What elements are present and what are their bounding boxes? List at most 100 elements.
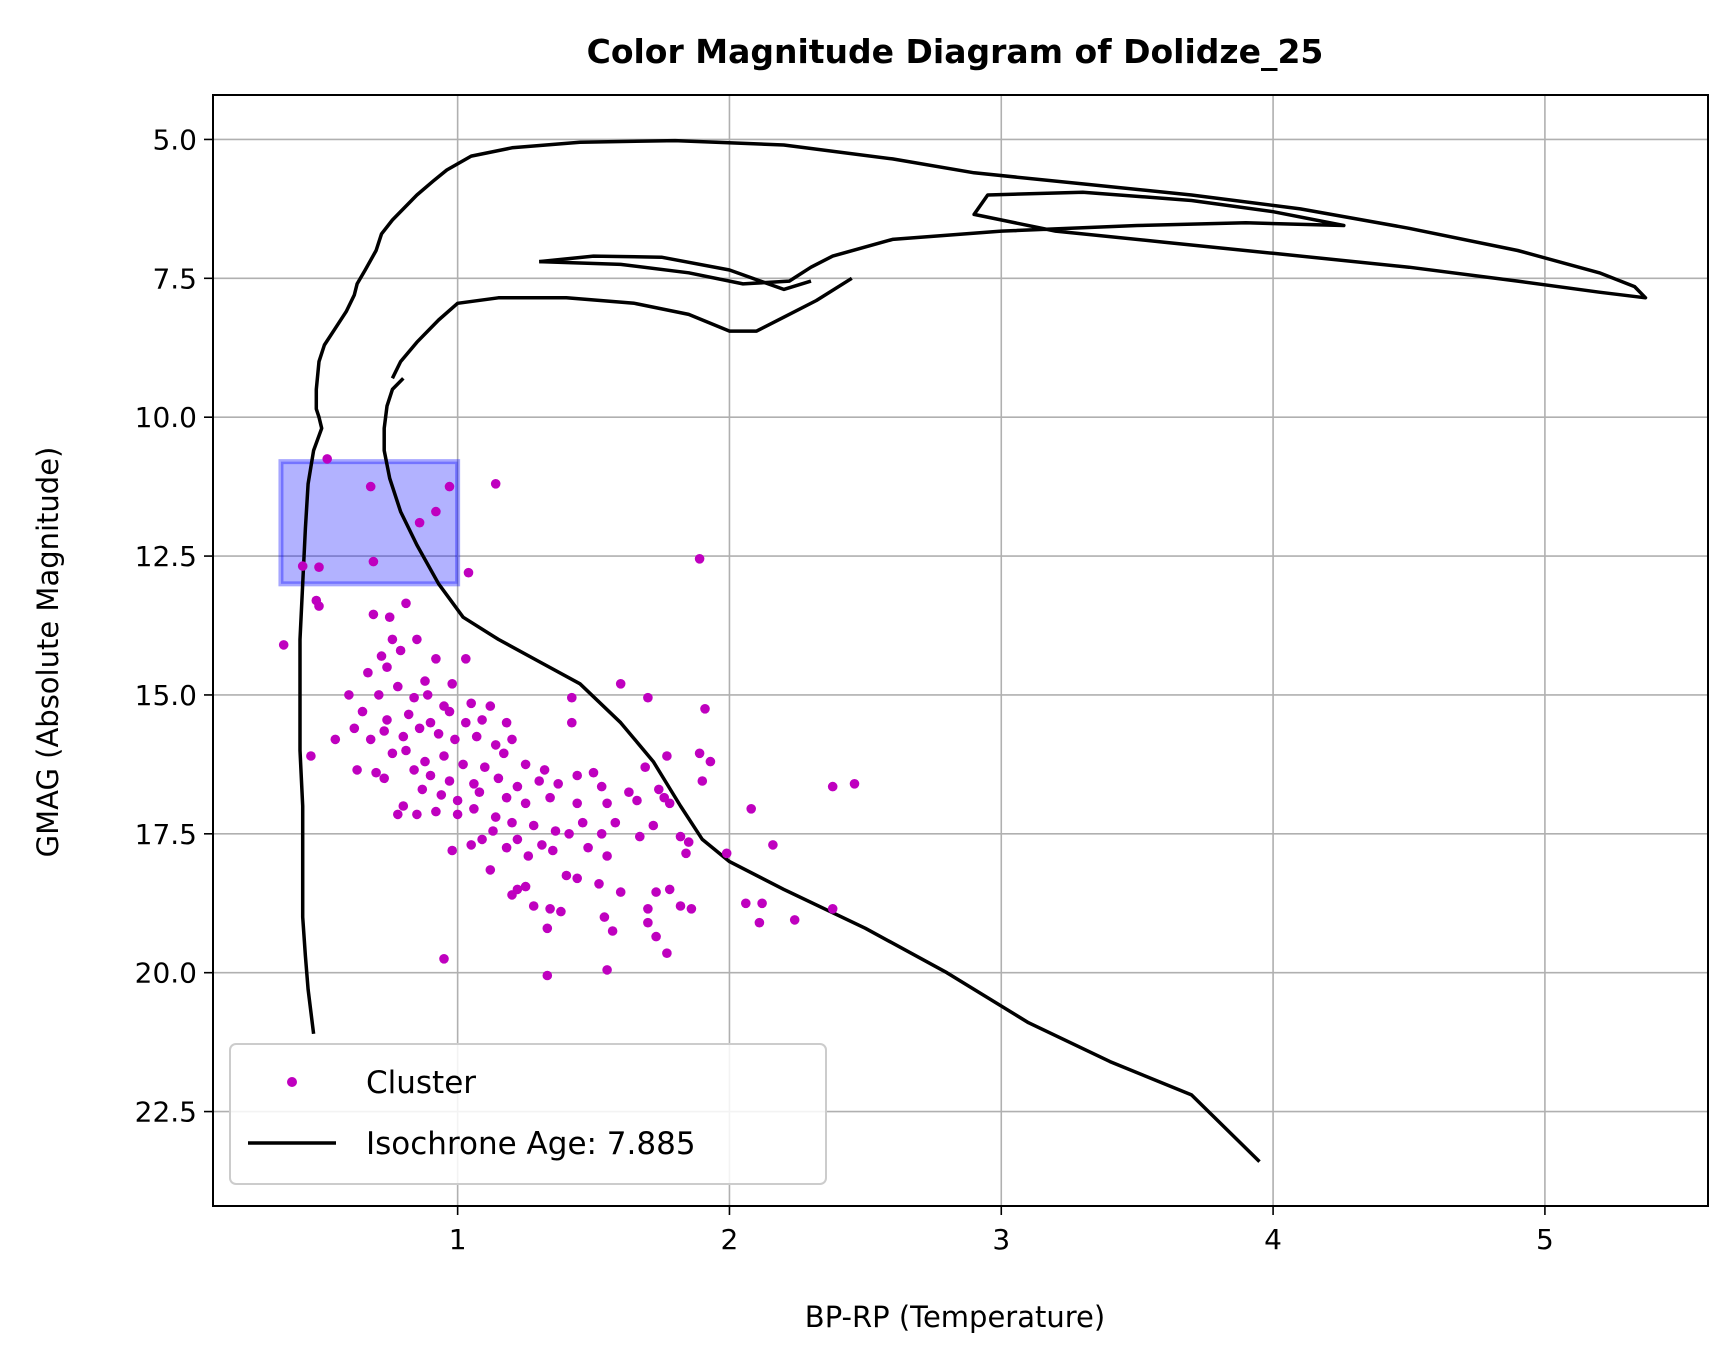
cluster-point [632, 795, 642, 806]
cluster-point [615, 679, 626, 689]
cluster-point [431, 506, 441, 517]
cluster-point [662, 751, 672, 761]
cluster-point [382, 662, 392, 672]
cluster-point [507, 890, 517, 900]
legend-box [229, 1043, 827, 1185]
cluster-point [501, 842, 512, 853]
cluster-point [596, 829, 607, 839]
cluster-point [520, 759, 531, 770]
cluster-point [757, 898, 767, 909]
cluster-point [398, 801, 409, 811]
cluster-point [512, 781, 523, 792]
cluster-point [447, 679, 458, 689]
cluster-point [705, 756, 716, 767]
cluster-point [469, 804, 479, 814]
cluster-point [534, 776, 544, 786]
y-tick-label: 5.0 [152, 123, 197, 156]
cluster-point [545, 904, 555, 914]
cluster-point [681, 848, 691, 859]
y-tick-label: 15.0 [135, 679, 197, 712]
cluster-point [349, 723, 360, 734]
cluster-point [664, 884, 675, 895]
cluster-point [654, 784, 664, 795]
cluster-point [768, 840, 778, 850]
cluster-point [444, 481, 455, 492]
cluster-point [401, 598, 411, 609]
cluster-point [539, 765, 550, 775]
cluster-point [746, 804, 756, 814]
cluster-point [643, 692, 653, 703]
cluster-point [675, 831, 686, 842]
y-tick-label: 7.5 [152, 262, 197, 295]
cluster-point [849, 779, 860, 789]
cluster-point [363, 667, 373, 678]
cluster-point [596, 781, 607, 792]
cluster-point [474, 787, 485, 797]
cluster-point [602, 851, 612, 861]
chart-title: Color Magnitude Diagram of Dolidze_25 [587, 32, 1324, 71]
cluster-point [379, 773, 390, 784]
cluster-point [368, 609, 379, 620]
cluster-point [439, 954, 449, 964]
cluster-point [520, 881, 531, 892]
cluster-point [615, 887, 626, 897]
plot-frame [212, 94, 1709, 1207]
cluster-point [480, 762, 490, 772]
cluster-point [384, 612, 395, 622]
cluster-point [469, 779, 479, 789]
cluster-point [501, 792, 512, 803]
cluster-point [572, 873, 582, 884]
cluster-point [463, 567, 474, 578]
x-axis-label: BP-RP (Temperature) [805, 1300, 1105, 1334]
cluster-point [379, 726, 390, 736]
cluster-point [371, 767, 381, 778]
cluster-point [382, 715, 392, 725]
cluster-point [610, 817, 621, 828]
y-tick-label: 10.0 [135, 401, 197, 434]
cluster-point [607, 926, 618, 936]
cluster-point [444, 706, 455, 717]
x-tick-label: 4 [1264, 1223, 1282, 1256]
cluster-point [477, 834, 487, 845]
cluster-point [471, 731, 482, 742]
cluster-point [412, 809, 422, 820]
cluster-point [675, 901, 686, 911]
cluster-point [395, 645, 406, 656]
cluster-point [401, 745, 411, 756]
cluster-point [640, 762, 650, 772]
cluster-point [414, 517, 425, 528]
cluster-point [452, 795, 463, 806]
cluster-point [588, 767, 599, 778]
cluster-point [643, 917, 653, 928]
cluster-point [452, 809, 463, 820]
cluster-point [741, 898, 751, 909]
cluster-point [417, 784, 428, 795]
cluster-point [553, 779, 563, 789]
cluster-point [664, 798, 675, 809]
cluster-point [550, 826, 561, 836]
cluster-point [365, 734, 376, 745]
cluster-point [414, 723, 425, 734]
x-tick-label: 3 [992, 1223, 1010, 1256]
y-tick-label: 22.5 [135, 1096, 197, 1129]
cluster-point [393, 681, 403, 692]
cluster-point [635, 831, 645, 842]
cluster-point [330, 734, 341, 745]
cluster-point [602, 965, 612, 975]
cluster-point [572, 798, 582, 809]
cluster-point [499, 748, 509, 759]
cluster-point [403, 709, 414, 720]
cluster-point [466, 840, 477, 850]
cluster-point [683, 837, 694, 847]
cluster-point [357, 706, 368, 717]
cluster-point [651, 931, 661, 942]
cluster-point [542, 923, 553, 934]
cluster-point [528, 901, 539, 911]
x-tick-label: 2 [721, 1223, 739, 1256]
cluster-series [278, 454, 860, 981]
cluster-point [827, 904, 838, 914]
cluster-point [439, 751, 449, 761]
cluster-point [528, 820, 539, 831]
cluster-point [594, 879, 604, 889]
